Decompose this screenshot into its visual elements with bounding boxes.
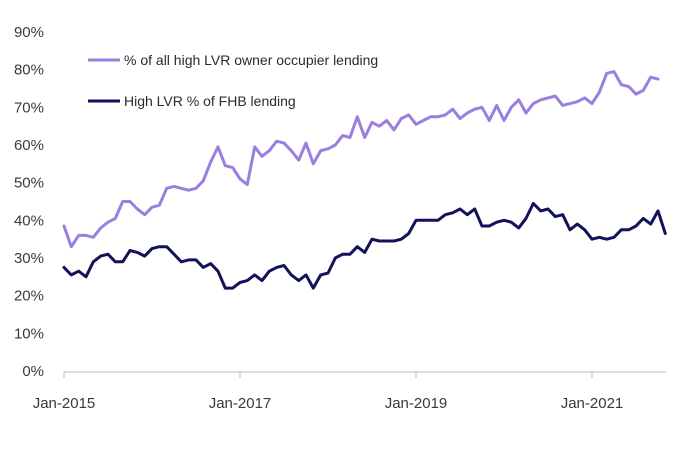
series-layer — [62, 70, 667, 290]
y-tick-label: 90% — [14, 24, 44, 41]
y-tick-label: 60% — [14, 137, 44, 154]
x-tick-label: Jan-2015 — [33, 395, 96, 412]
series-line-fhb — [62, 201, 667, 290]
y-tick-label: 70% — [14, 99, 44, 116]
y-tick-label: 80% — [14, 62, 44, 79]
legend-item-owner-occupier: % of all high LVR owner occupier lending — [88, 52, 378, 68]
legend-label-owner-occupier: % of all high LVR owner occupier lending — [124, 52, 378, 68]
y-tick-label: 50% — [14, 175, 44, 192]
x-axis: Jan-2015 Jan-2017 Jan-2019 Jan-2021 — [33, 371, 666, 412]
y-tick-label: 20% — [14, 288, 44, 305]
y-tick-label: 10% — [14, 325, 44, 342]
y-axis: 0% 10% 20% 30% 40% 50% 60% 70% 80% 90% — [14, 24, 44, 380]
series-line-owner-occupier — [62, 70, 660, 249]
y-tick-label: 30% — [14, 250, 44, 267]
x-tick-label: Jan-2019 — [385, 395, 448, 412]
x-tick-label: Jan-2021 — [561, 395, 624, 412]
y-tick-label: 0% — [22, 363, 44, 380]
x-tick-label: Jan-2017 — [209, 395, 272, 412]
legend-item-fhb: High LVR % of FHB lending — [88, 93, 296, 109]
legend: % of all high LVR owner occupier lending… — [88, 52, 378, 109]
y-tick-label: 40% — [14, 212, 44, 229]
legend-label-fhb: High LVR % of FHB lending — [124, 93, 296, 109]
